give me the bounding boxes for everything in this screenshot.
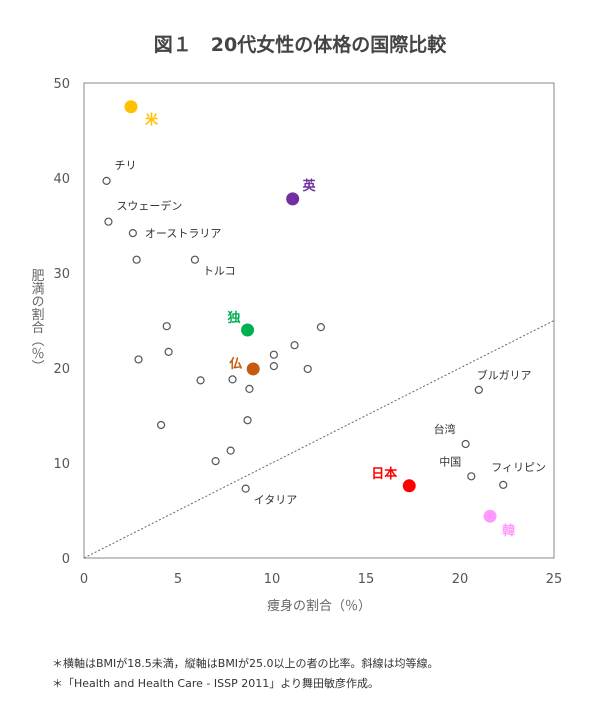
highlighted-label: 韓 — [502, 523, 515, 539]
data-point — [461, 439, 470, 449]
note-2: ＊「Health and Health Care - ISSP 2011」より舞… — [52, 677, 379, 690]
data-point — [269, 350, 278, 359]
data-point — [134, 355, 143, 364]
data-point — [196, 376, 205, 385]
data-point — [190, 255, 200, 264]
data-point — [290, 341, 299, 350]
point-label: オーストラリア — [145, 227, 221, 240]
data-point — [162, 322, 171, 331]
highlighted-label: 独 — [228, 310, 241, 326]
x-tick-label: 25 — [546, 572, 563, 587]
data-point — [269, 362, 278, 371]
x-tick-label: 20 — [452, 572, 469, 587]
notes: ＊横軸はBMIが18.5未満，縦軸はBMIが25.0以上の者の比率。斜線は均等線… — [52, 654, 439, 694]
data-point — [211, 457, 220, 466]
x-axis-label: 痩身の割合（％） — [267, 598, 371, 614]
data-point — [228, 375, 237, 384]
note-1: ＊横軸はBMIが18.5未満，縦軸はBMIが25.0以上の者の比率。斜線は均等線… — [52, 657, 439, 670]
highlighted-point — [246, 362, 260, 376]
point-label: スウェーデン — [116, 199, 182, 213]
highlighted-label: 米 — [145, 112, 159, 128]
x-tick-label: 5 — [174, 572, 182, 587]
point-label: 中国 — [439, 455, 461, 468]
y-tick-label: 30 — [53, 267, 70, 282]
highlighted-label: 日本 — [371, 466, 397, 482]
data-point — [226, 446, 235, 455]
data-point — [243, 416, 252, 425]
highlighted-point — [483, 509, 497, 523]
equality-line — [83, 320, 555, 559]
point-label: フィリピン — [491, 461, 546, 474]
point-label: イタリア — [254, 494, 298, 507]
x-tick-label: 0 — [80, 572, 88, 587]
data-point — [164, 347, 173, 356]
y-tick-label: 20 — [53, 362, 70, 377]
highlighted-point — [241, 323, 255, 337]
chart-title: 図１ 20代女性の体格の国際比較 — [153, 34, 447, 56]
x-tick-label: 15 — [358, 572, 375, 587]
highlighted-label: 仏 — [229, 357, 242, 372]
highlighted-point — [286, 192, 300, 206]
data-point — [102, 176, 111, 185]
y-tick-label: 50 — [53, 77, 70, 92]
y-tick-label: 0 — [62, 552, 70, 567]
data-point — [303, 364, 312, 374]
data-point — [467, 472, 476, 481]
highlighted-point — [402, 479, 416, 493]
y-tick-label: 40 — [53, 172, 70, 187]
y-axis-label: 肥満の割合（％） — [29, 269, 45, 373]
point-label: トルコ — [203, 265, 236, 278]
point-label: ブルガリア — [477, 368, 532, 382]
highlighted-point — [124, 100, 138, 114]
y-tick-label: 10 — [53, 457, 70, 472]
plot-frame — [83, 82, 555, 559]
point-label: チリ — [115, 159, 137, 172]
data-point — [128, 229, 137, 238]
data-point — [241, 484, 250, 493]
point-label: 台湾 — [434, 422, 456, 436]
x-tick-label: 10 — [264, 572, 281, 587]
data-point — [499, 480, 508, 489]
data-point — [104, 217, 113, 226]
data-point — [474, 385, 483, 394]
data-point — [316, 323, 325, 332]
data-point — [156, 420, 166, 430]
highlighted-label: 英 — [302, 178, 317, 194]
data-point — [132, 255, 141, 264]
data-point — [245, 384, 254, 393]
